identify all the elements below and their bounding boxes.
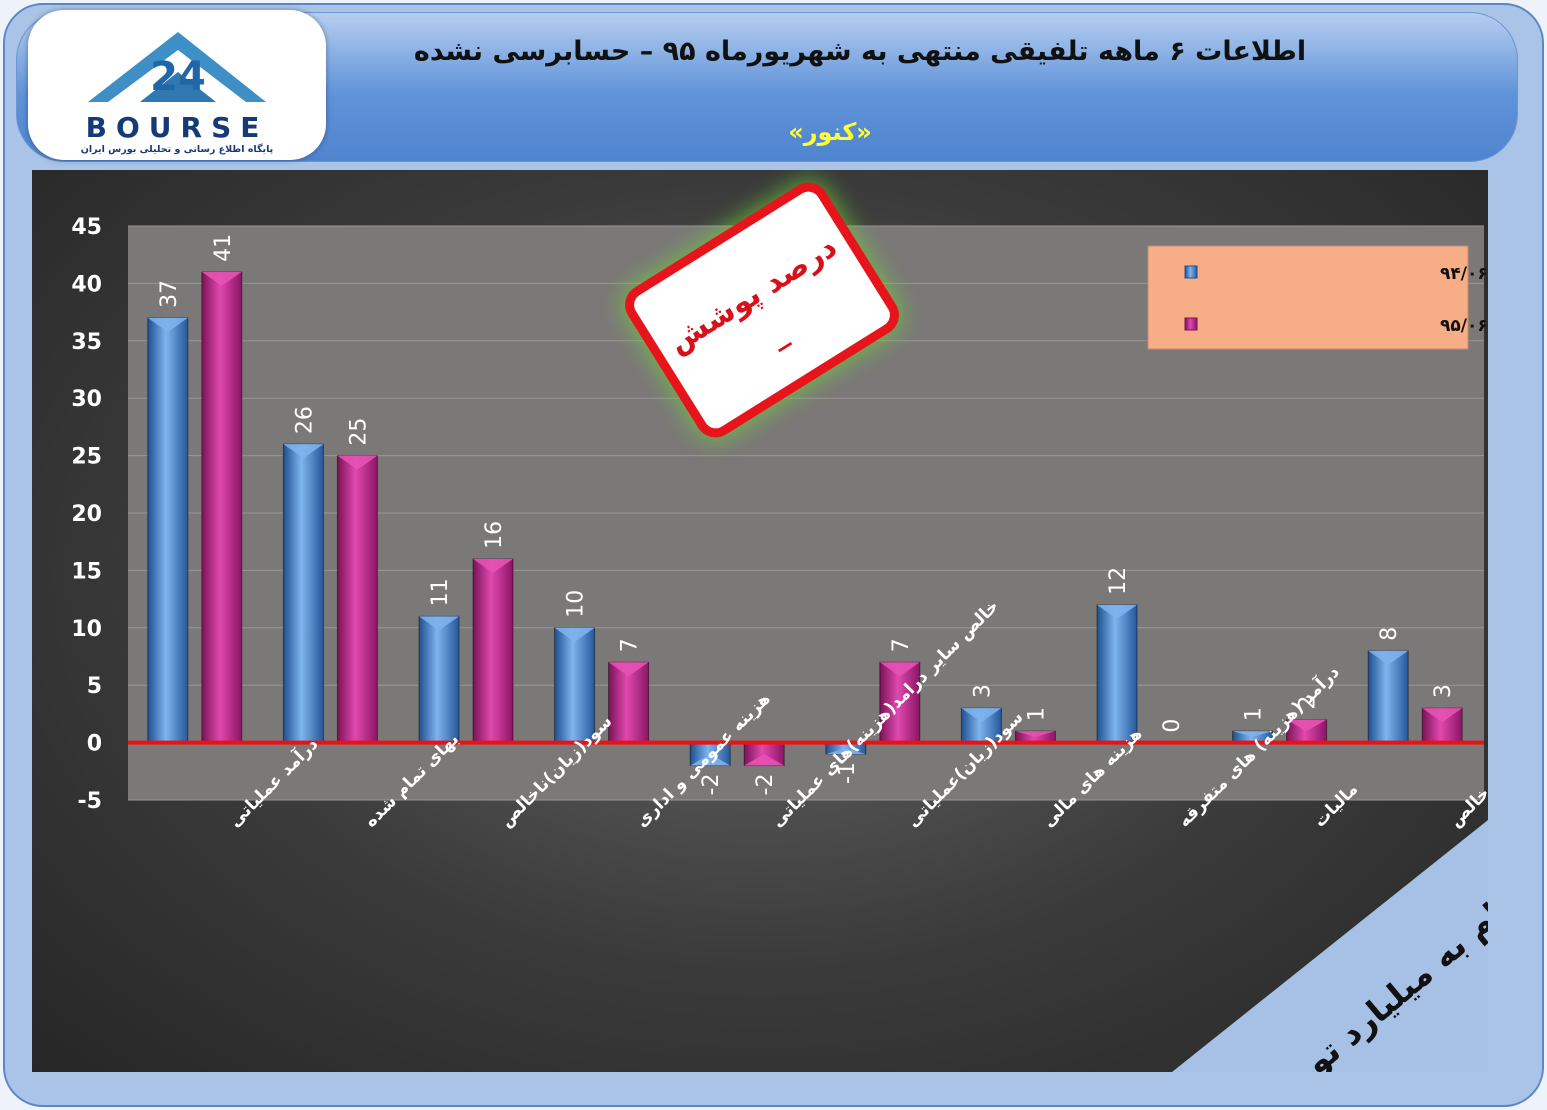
data-label: 16 [482, 521, 507, 549]
logo-tagline: پایگاه اطلاع رسانی و تحلیلی بورس ایران [80, 144, 274, 155]
y-tick-label: 25 [71, 445, 102, 470]
legend-swatch-1 [1184, 265, 1198, 279]
bar-1-9 [1367, 650, 1409, 744]
logo: 24 BOURSE پایگاه اطلاع رسانی و تحلیلی بو… [28, 10, 326, 160]
data-label: 3 [970, 684, 995, 698]
legend: ۶ ماهه منتهی به ۹۴/۰۶/۳۱ ۶ ماهه منتهی به… [1147, 245, 1488, 350]
y-tick-label: 40 [71, 272, 102, 297]
data-label: 41 [211, 234, 236, 262]
data-label: 11 [428, 578, 453, 606]
data-label: 26 [292, 406, 317, 434]
data-label: -2 [699, 774, 724, 796]
y-tick-label: -5 [78, 789, 102, 814]
data-label: 37 [157, 280, 182, 308]
bar-1-1 [282, 443, 324, 744]
data-label: 10 [564, 590, 589, 618]
units-corner: ارقام به میلیارد تومان [1172, 820, 1488, 1072]
logo-mark: 24 [88, 32, 266, 102]
bar-2-2 [472, 558, 514, 744]
data-label: 7 [618, 638, 643, 652]
bar-2-1 [336, 455, 378, 744]
y-tick-label: 10 [71, 617, 102, 642]
chart-area: -5 0 5 10 15 20 25 30 35 40 45 37 41 26 25 11 16 10 7 -2 -2… [32, 170, 1488, 1072]
bar-1-3 [554, 627, 596, 744]
units-corner-band [1172, 820, 1488, 1072]
data-label: 8 [1377, 627, 1402, 641]
coverage-badge: درصد پوشش _ [622, 180, 902, 440]
logo-number: 24 [150, 54, 206, 100]
legend-label-2: ۶ ماهه منتهی به ۹۵/۰۶/۳۱ [1440, 316, 1488, 336]
data-label: 2 [1296, 696, 1321, 710]
data-label: -2 [753, 774, 778, 796]
y-tick-label: 15 [71, 559, 102, 584]
legend-swatch-2 [1184, 317, 1198, 331]
bar-2-5 [879, 661, 921, 744]
bar-1-6 [960, 707, 1002, 744]
data-label: 7 [889, 638, 914, 652]
legend-label-1: ۶ ماهه منتهی به ۹۴/۰۶/۳۱ [1440, 264, 1488, 284]
y-tick-label: 0 [87, 732, 102, 757]
page-title: اطلاعات ۶ ماهه تلفیقی منتهی به شهریورماه… [413, 36, 1307, 67]
y-axis: -5 0 5 10 15 20 25 30 35 40 45 [71, 215, 102, 814]
bar-1-7 [1096, 604, 1138, 744]
data-label: 25 [346, 418, 371, 446]
data-label: 0 [1160, 719, 1185, 733]
data-label: 1 [1024, 707, 1049, 721]
bar-1-2 [418, 615, 460, 744]
y-tick-label: 45 [71, 215, 102, 240]
bar-2-0 [201, 271, 243, 744]
company-name: «کنور» [788, 118, 872, 146]
y-tick-label: 30 [71, 387, 102, 412]
y-tick-label: 35 [71, 330, 102, 355]
bar-2-9 [1421, 707, 1463, 744]
bar-2-4 [743, 742, 785, 767]
legend-box [1147, 245, 1469, 350]
data-label: -1 [835, 762, 860, 784]
data-label: 12 [1106, 567, 1131, 595]
bar-1-0 [147, 317, 189, 744]
bar-1-4 [689, 742, 731, 767]
y-tick-label: 20 [71, 502, 102, 527]
bar-2-3 [608, 661, 650, 744]
logo-word: BOURSE [85, 111, 269, 144]
badge-box [625, 182, 899, 438]
data-label: 3 [1431, 684, 1456, 698]
data-label: 1 [1242, 707, 1267, 721]
y-tick-label: 5 [87, 674, 102, 699]
